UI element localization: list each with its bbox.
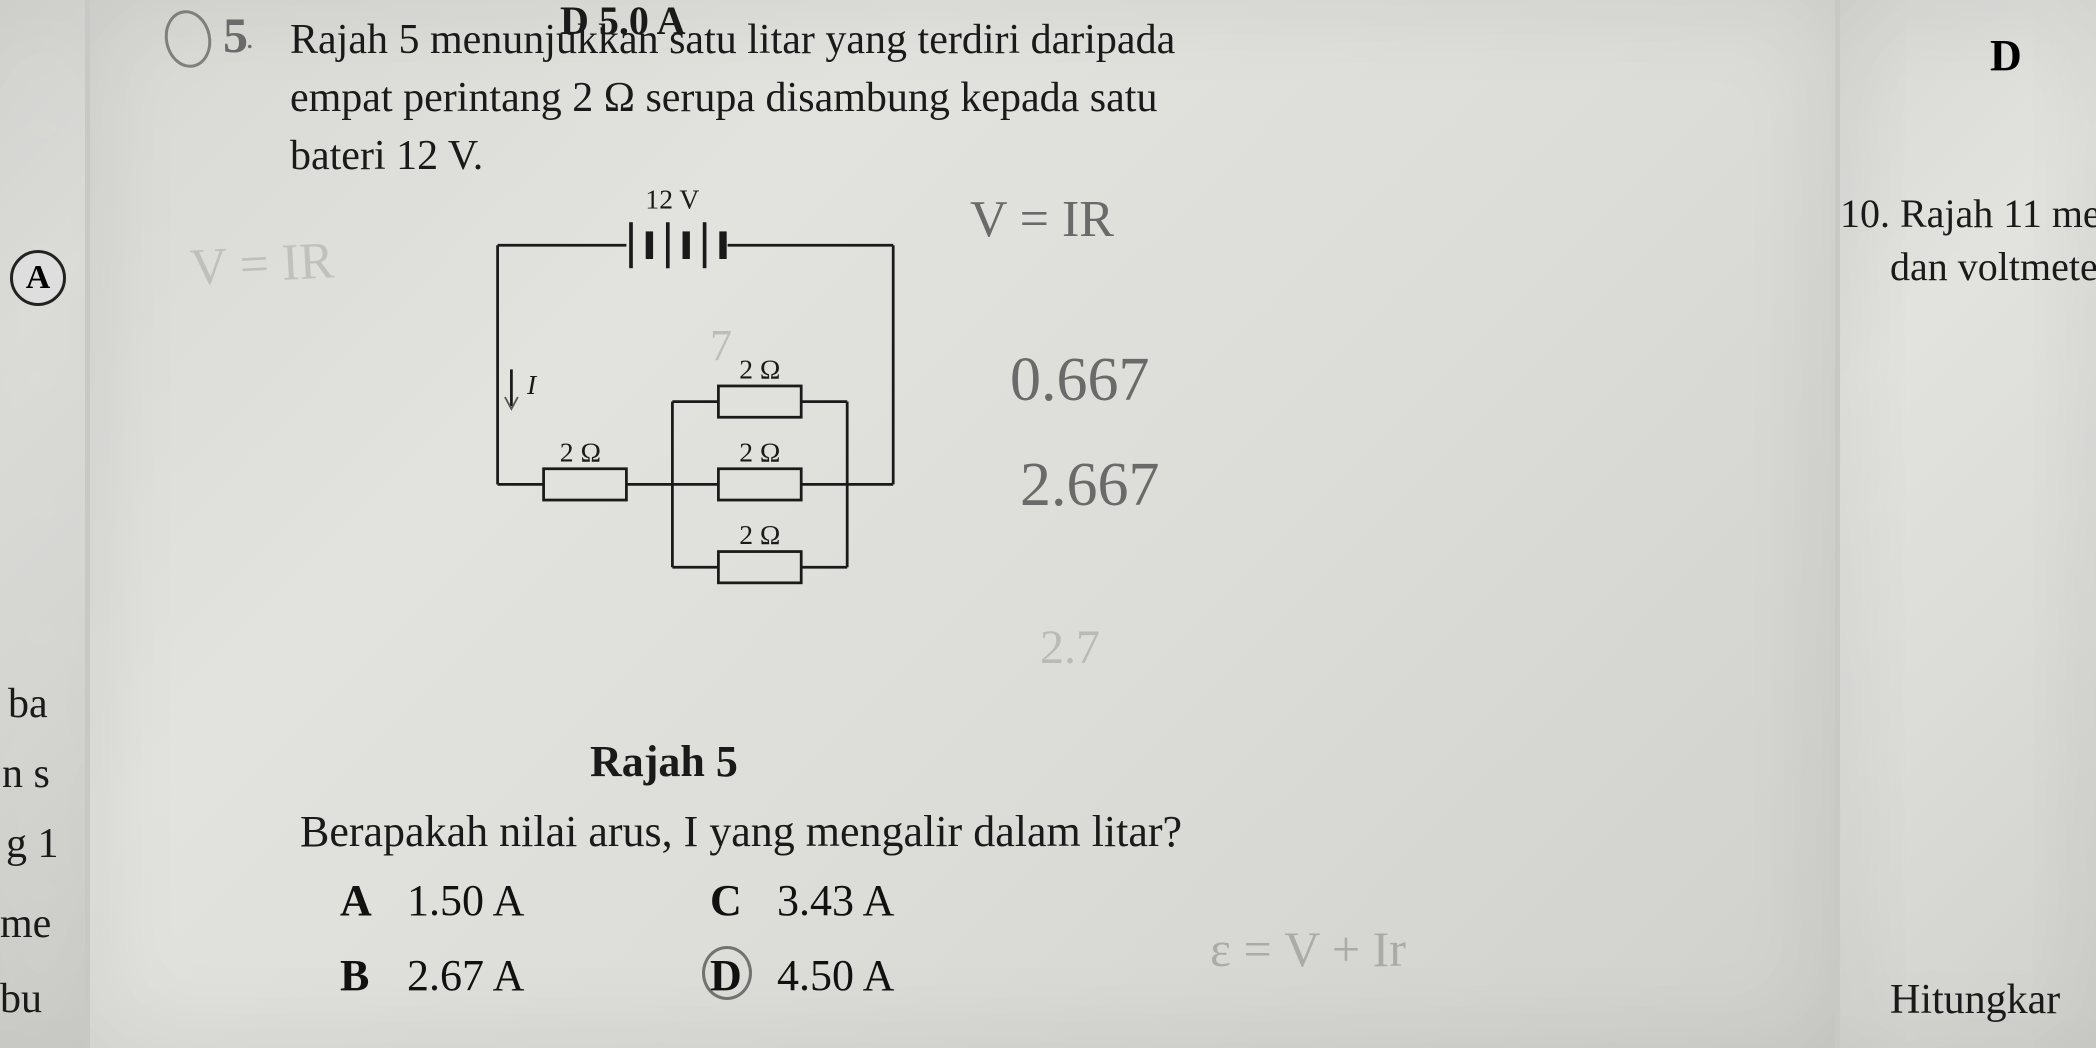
option-a-value: 1.50 A: [407, 876, 524, 925]
option-b: B 2.67 A: [340, 950, 524, 1001]
left-frag-4: me: [0, 900, 51, 948]
current-arrow-label: I: [526, 369, 538, 400]
resistor-mid-label: 2 Ω: [739, 436, 780, 467]
faint-seven: 7: [710, 320, 732, 371]
circuit-diagram: 12 V I 2 Ω 2 Ω: [440, 190, 960, 650]
hand-emf-eq: ε = V + Ir: [1210, 920, 1406, 978]
left-frag-5: bu: [0, 975, 42, 1023]
resistor-bottom-label: 2 Ω: [739, 519, 780, 550]
handwritten-formula: V = IR: [970, 190, 1114, 249]
left-frag-3: g 1: [6, 820, 59, 868]
right-page-fragment: D 10. Rajah 11 men dan voltmeter Hitungk…: [1840, 0, 2096, 1048]
option-b-letter: B: [340, 950, 378, 1001]
circled-answer-icon: [702, 946, 752, 1000]
faint-formula-left: V = IR: [189, 231, 336, 297]
left-frag-1: ba: [8, 680, 48, 728]
badge-a: A: [10, 250, 66, 306]
faint-bottom: 2.7: [1040, 620, 1100, 675]
q10-line1: 10. Rajah 11 men: [1840, 185, 2096, 243]
hand-calc1: 0.667: [1010, 345, 1150, 416]
option-d-letter: D: [710, 950, 748, 1001]
question-followup: Berapakah nilai arus, I yang mengalir da…: [300, 800, 1182, 864]
option-a-letter: A: [340, 875, 378, 926]
question-line2: empat perintang 2 Ω serupa disambung kep…: [290, 68, 1157, 129]
option-c: C 3.43 A: [710, 875, 894, 926]
cancel-scribble: [159, 6, 216, 72]
option-c-value: 3.43 A: [777, 876, 894, 925]
hand-calc2: 2.667: [1020, 450, 1160, 521]
q10-line2: dan voltmeter: [1890, 238, 2096, 296]
left-page-fragment: A ba n s g 1 me bu: [0, 0, 85, 1048]
battery-label: 12 V: [645, 190, 699, 214]
question-line3: bateri 12 V.: [290, 126, 483, 187]
option-d: D 4.50 A: [710, 950, 894, 1001]
question-line1: Rajah 5 menunjukkan satu litar yang terd…: [290, 10, 1175, 71]
option-c-letter: C: [710, 875, 748, 926]
dot-after-number: .: [246, 22, 254, 56]
resistor-left-label: 2 Ω: [560, 436, 601, 467]
badge-d: D: [1990, 30, 2022, 81]
main-question-page: D 5.0 A 5 . Rajah 5 menunjukkan satu lit…: [90, 0, 1835, 1048]
left-frag-2: n s: [2, 750, 50, 798]
circuit-caption: Rajah 5: [590, 730, 738, 794]
right-bottom: Hitungkar: [1890, 970, 2060, 1031]
option-a: A 1.50 A: [340, 875, 524, 926]
question-number: 5: [223, 6, 248, 64]
option-b-value: 2.67 A: [407, 951, 524, 1000]
resistor-top-label: 2 Ω: [739, 354, 780, 385]
option-d-value: 4.50 A: [777, 951, 894, 1000]
